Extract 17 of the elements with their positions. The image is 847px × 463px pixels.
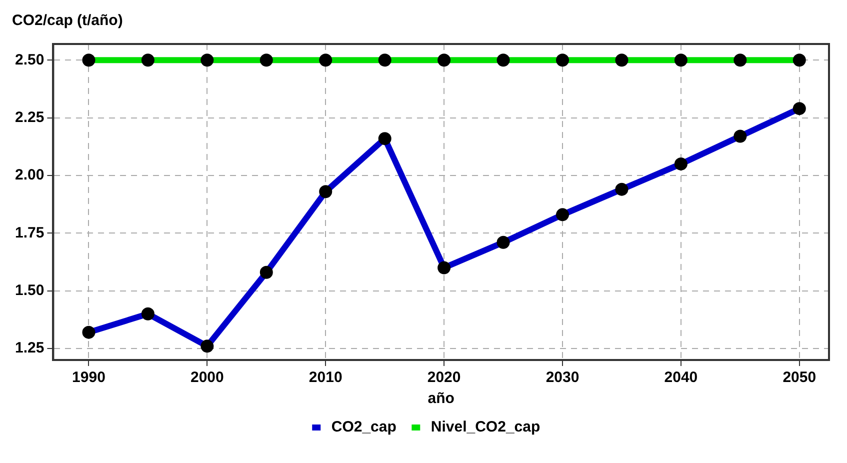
y-tick-label: 2.00 [14, 166, 44, 184]
y-tick-label: 1.25 [14, 340, 44, 357]
legend-label: CO2_cap [331, 418, 396, 436]
x-tick-label: 2020 [427, 369, 461, 386]
y-tick-label: 1.50 [14, 282, 44, 299]
x-tick-label: 2010 [308, 369, 342, 386]
x-tick-label: 1990 [72, 369, 106, 386]
x-tick-label: 2000 [190, 369, 224, 386]
y-axis-title: CO2/cap (t/año) [12, 12, 123, 30]
x-tick-label: 2030 [546, 369, 580, 386]
y-tick-label: 2.25 [14, 108, 44, 126]
y-tick-label: 2.50 [14, 51, 44, 68]
x-tick-label: 2040 [664, 369, 698, 386]
y-tick-label: 1.75 [14, 224, 44, 242]
legend-label: Nivel_CO2_cap [430, 418, 540, 436]
x-tick-label: 2050 [782, 369, 816, 386]
x-axis-title: año [428, 390, 454, 408]
